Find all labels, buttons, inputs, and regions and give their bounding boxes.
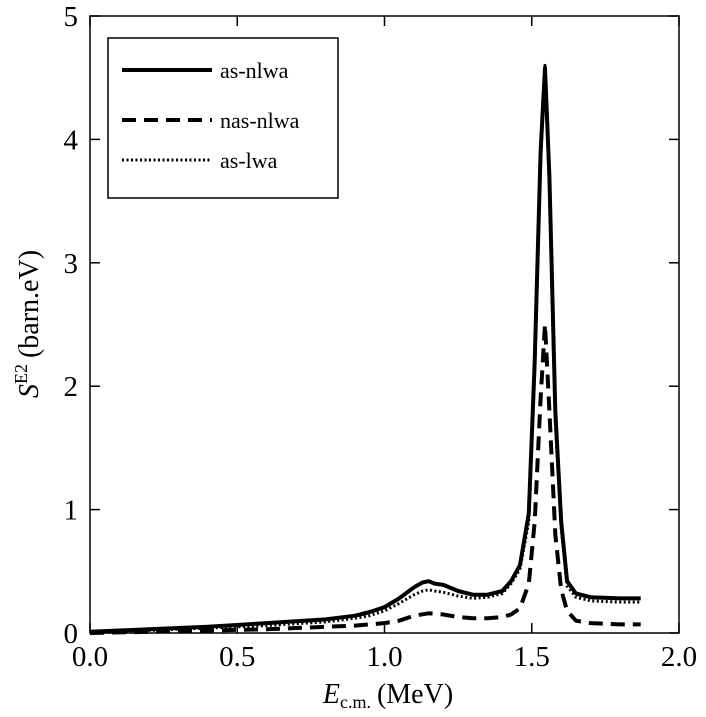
y-tick-label-4: 4 [64, 124, 79, 156]
y-tick-label-5: 5 [64, 1, 79, 33]
y-axis-label-sup: E2 [11, 364, 31, 384]
y-axis-label-main: S [14, 384, 45, 398]
x-axis-label-unit: (MeV) [377, 679, 453, 710]
x-axis-label-sub: c.m. [340, 692, 371, 712]
legend: as-nlwa nas-nlwa as-lwa [107, 37, 339, 199]
legend-label-nas-nlwa: nas-nlwa [220, 108, 300, 133]
y-axis-label-unit: (barn.eV) [14, 250, 45, 358]
y-axis-label: SE2 (barn.eV) [11, 250, 45, 398]
x-tick-label-1.5: 1.5 [514, 641, 550, 673]
x-tick-label-0.5: 0.5 [219, 641, 255, 673]
legend-label-as-lwa: as-lwa [220, 148, 278, 173]
series-line-nas-nlwa [89, 322, 641, 635]
x-axis-label: Ec.m. (MeV) [322, 679, 453, 712]
legend-label-as-nlwa: as-nlwa [220, 58, 289, 83]
series-line-as-lwa [89, 63, 641, 635]
y-axis-label-group: SE2 (barn.eV) [11, 250, 45, 398]
y-tick-label-0: 0 [64, 618, 79, 650]
y-tick-label-2: 2 [64, 371, 79, 403]
plot-marks [89, 63, 641, 635]
series-line-as-nlwa [89, 65, 641, 634]
x-tick-label-2.0: 2.0 [661, 641, 697, 673]
y-tick-label-1: 1 [64, 495, 79, 527]
x-axis-label-main: E [322, 679, 340, 710]
axis-ticks: 0.0 0.5 1.0 1.5 2.0 0 1 2 3 4 5 [64, 1, 698, 673]
x-tick-label-0.0: 0.0 [72, 641, 108, 673]
x-tick-label-1.0: 1.0 [366, 641, 402, 673]
y-tick-label-3: 3 [64, 248, 79, 280]
